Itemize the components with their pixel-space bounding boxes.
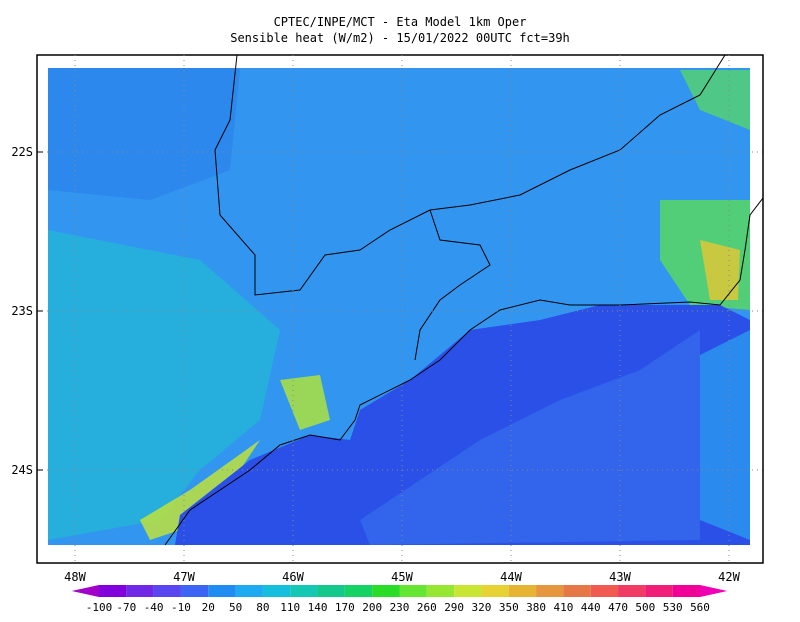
- colorbar-box: [290, 585, 318, 597]
- colorbar-box: [672, 585, 700, 597]
- colorbar-label: 500: [635, 601, 655, 614]
- coastline: [164, 54, 764, 546]
- field-patch: [680, 70, 750, 130]
- colorbar-label: 440: [581, 601, 601, 614]
- colorbar-label: 170: [335, 601, 355, 614]
- colorbar-box: [372, 585, 400, 597]
- frame: [36, 54, 764, 564]
- colorbar-box: [536, 585, 564, 597]
- field-patch: [140, 440, 260, 540]
- ocean-patch: [690, 330, 750, 540]
- coast-line: [164, 197, 764, 546]
- ocean-patch: [360, 330, 700, 545]
- lat-label: 23S: [11, 304, 33, 318]
- colorbar-label: 410: [553, 601, 573, 614]
- lon-label: 42W: [718, 570, 740, 584]
- colorbar-label: 140: [308, 601, 328, 614]
- colorbar-box: [399, 585, 427, 597]
- colorbar-box: [317, 585, 345, 597]
- lat-label: 22S: [11, 145, 33, 159]
- field-patch: [280, 375, 330, 430]
- colorbar-label: 320: [472, 601, 492, 614]
- colorbar-label: 560: [690, 601, 710, 614]
- lon-label: 45W: [391, 570, 413, 584]
- colorbar-box: [208, 585, 236, 597]
- colorbar-box: [645, 585, 673, 597]
- colorbar-box: [262, 585, 291, 597]
- colorbar-label: 50: [229, 601, 242, 614]
- colorbar-label: 80: [256, 601, 269, 614]
- lat-label: 24S: [11, 463, 33, 477]
- colorbar-box: [454, 585, 482, 597]
- title: CPTEC/INPE/MCT - Eta Model 1km Oper: [274, 15, 527, 29]
- colorbar-box: [235, 585, 263, 597]
- field-patch: [48, 68, 240, 200]
- colorbar-label: 20: [202, 601, 215, 614]
- colorbar-box: [590, 585, 619, 597]
- colorbar-box: [426, 585, 455, 597]
- colorbar-box: [618, 585, 646, 597]
- colorbar-label: 530: [663, 601, 683, 614]
- colorbar-box: [481, 585, 509, 597]
- colorbar-box: [153, 585, 181, 597]
- colorbar-arrow: [71, 585, 99, 597]
- lon-label: 43W: [609, 570, 631, 584]
- lon-label: 44W: [500, 570, 522, 584]
- colorbar-label: 200: [362, 601, 382, 614]
- subtitle: Sensible heat (W/m2) - 15/01/2022 00UTC …: [230, 31, 570, 45]
- colorbar-label: -10: [171, 601, 191, 614]
- lon-label: 47W: [173, 570, 195, 584]
- colorbar-label: 350: [499, 601, 519, 614]
- colorbar-box: [99, 585, 127, 597]
- colorbar-box: [508, 585, 537, 597]
- colorbar-label: 470: [608, 601, 628, 614]
- colorbar-label: 230: [390, 601, 410, 614]
- lon-label: 48W: [64, 570, 86, 584]
- colorbar-label: -70: [116, 601, 136, 614]
- grid: [37, 151, 763, 471]
- colorbar-box: [126, 585, 154, 597]
- colorbar-arrow: [700, 585, 728, 597]
- lon-label: 46W: [282, 570, 304, 584]
- field-patch: [48, 230, 280, 540]
- colorbar-box: [344, 585, 373, 597]
- colorbar-label: 260: [417, 601, 437, 614]
- field-patch: [700, 240, 740, 300]
- state-border: [214, 54, 726, 296]
- colorbar-box: [180, 585, 209, 597]
- colorbar-label: 290: [444, 601, 464, 614]
- state-border: [414, 209, 491, 361]
- colorbar-box: [563, 585, 591, 597]
- colorbar-label: -40: [144, 601, 164, 614]
- field: [48, 68, 750, 545]
- colorbar-label: 110: [280, 601, 300, 614]
- colorbar-label: -100: [86, 601, 113, 614]
- colorbar-label: 380: [526, 601, 546, 614]
